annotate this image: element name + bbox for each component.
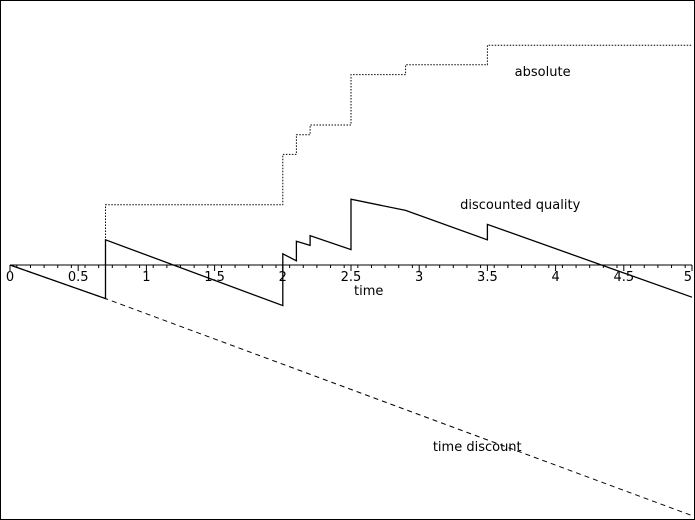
x-tick-label: 0	[6, 270, 14, 285]
series-label: time discount	[433, 440, 522, 455]
x-tick-label: 3	[415, 270, 423, 285]
x-tick-label: 4.5	[613, 270, 634, 285]
x-axis: 0 0.5 1 1.5 2 2.5 3 3.5 4 4.5 5	[6, 264, 693, 285]
x-tick-label: 4	[551, 270, 559, 285]
x-tick-label: 3.5	[477, 270, 498, 285]
series-line	[9, 264, 693, 517]
series-label: discounted quality	[460, 198, 580, 213]
series-labels: absolute discounted quality time discount	[433, 65, 581, 455]
series-label: absolute	[515, 65, 571, 80]
x-tick-label: 1	[142, 270, 150, 285]
x-tick-label: 5	[684, 270, 692, 285]
x-tick-label: 1.5	[204, 270, 225, 285]
x-tick-label: 2	[279, 270, 287, 285]
x-tick-label: 2.5	[341, 270, 362, 285]
series-line	[9, 198, 693, 307]
series-layer	[9, 44, 693, 517]
x-axis-title: time	[354, 284, 383, 299]
x-tick-label: 0.5	[68, 270, 89, 285]
